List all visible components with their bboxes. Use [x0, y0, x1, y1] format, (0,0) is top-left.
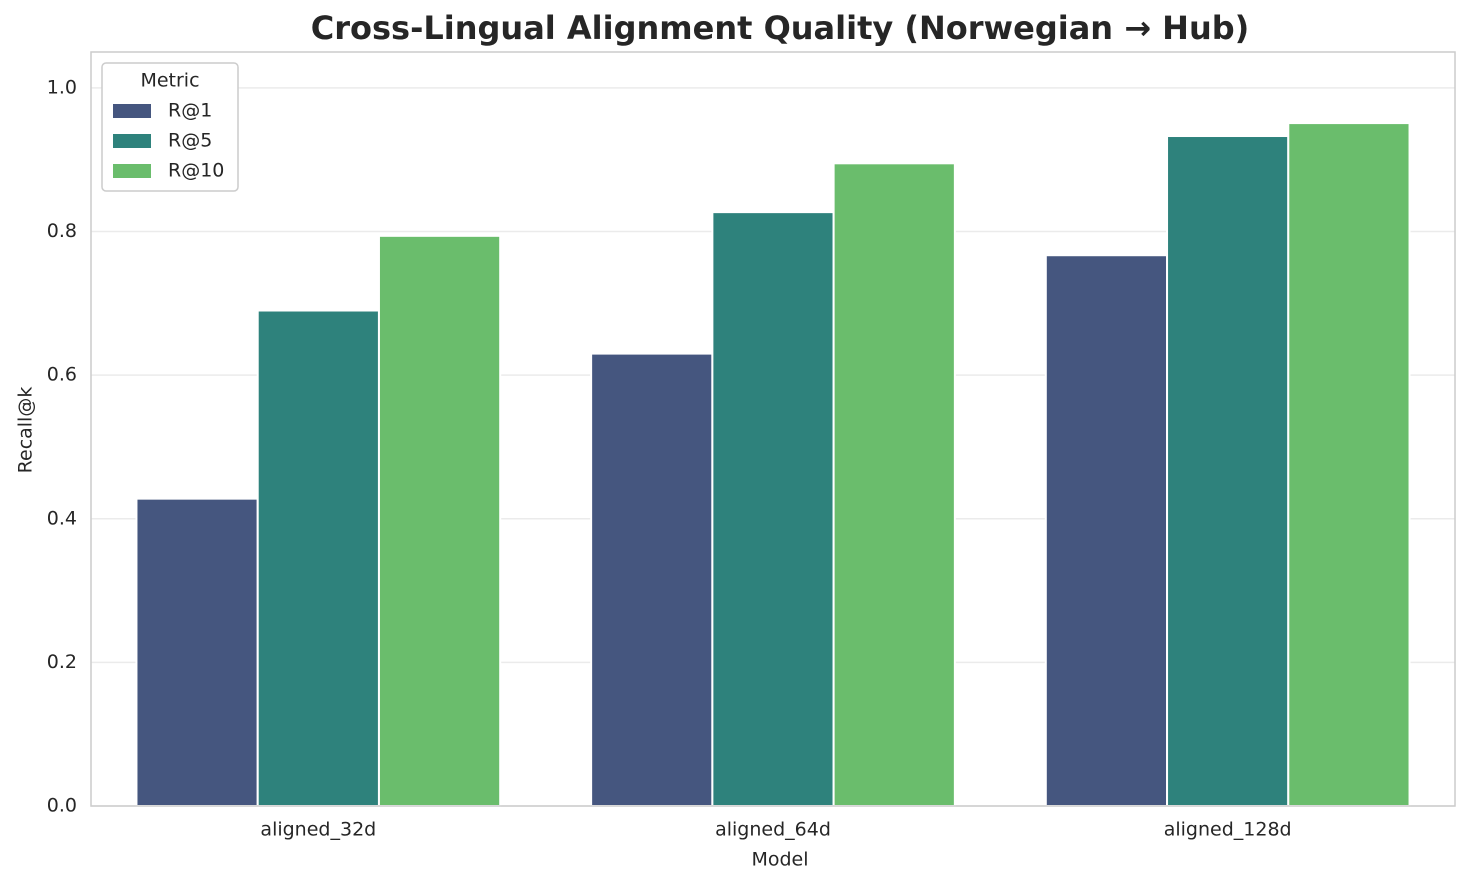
- bar: [590, 352, 714, 807]
- chart-title: Cross-Lingual Alignment Quality (Norwegi…: [311, 9, 1250, 47]
- bar: [135, 497, 259, 807]
- y-tick-label: 0.4: [47, 507, 77, 529]
- y-tick-label: 0.0: [47, 795, 77, 817]
- bar: [377, 234, 502, 807]
- y-tick-label: 0.2: [47, 651, 77, 673]
- legend-box: [101, 62, 239, 192]
- y-axis-label: Recall@k: [15, 387, 37, 474]
- y-tick-label: 0.8: [47, 220, 77, 242]
- legend-swatch: [113, 134, 151, 148]
- legend-label: R@10: [168, 160, 224, 182]
- y-tick-label: 1.0: [47, 76, 77, 98]
- bar: [832, 162, 956, 808]
- bar: [1166, 135, 1290, 807]
- x-axis-label: Model: [751, 849, 808, 871]
- legend: Metric R@1 R@5 R@10: [101, 62, 239, 192]
- legend-label: R@5: [168, 130, 212, 152]
- bar: [1044, 254, 1169, 807]
- legend-label: R@1: [168, 100, 212, 122]
- x-tick-label: aligned_128d: [1164, 819, 1292, 841]
- bar: [256, 309, 380, 807]
- legend-swatch: [113, 104, 151, 118]
- x-tick-label: aligned_32d: [260, 819, 376, 841]
- legend-swatch: [113, 164, 151, 178]
- bar: [1287, 122, 1411, 807]
- x-tick-label: aligned_64d: [715, 819, 831, 841]
- plot-frame: [90, 51, 1456, 807]
- y-tick-label: 0.6: [47, 364, 77, 386]
- bar: [711, 211, 835, 807]
- legend-title: Metric: [140, 70, 199, 92]
